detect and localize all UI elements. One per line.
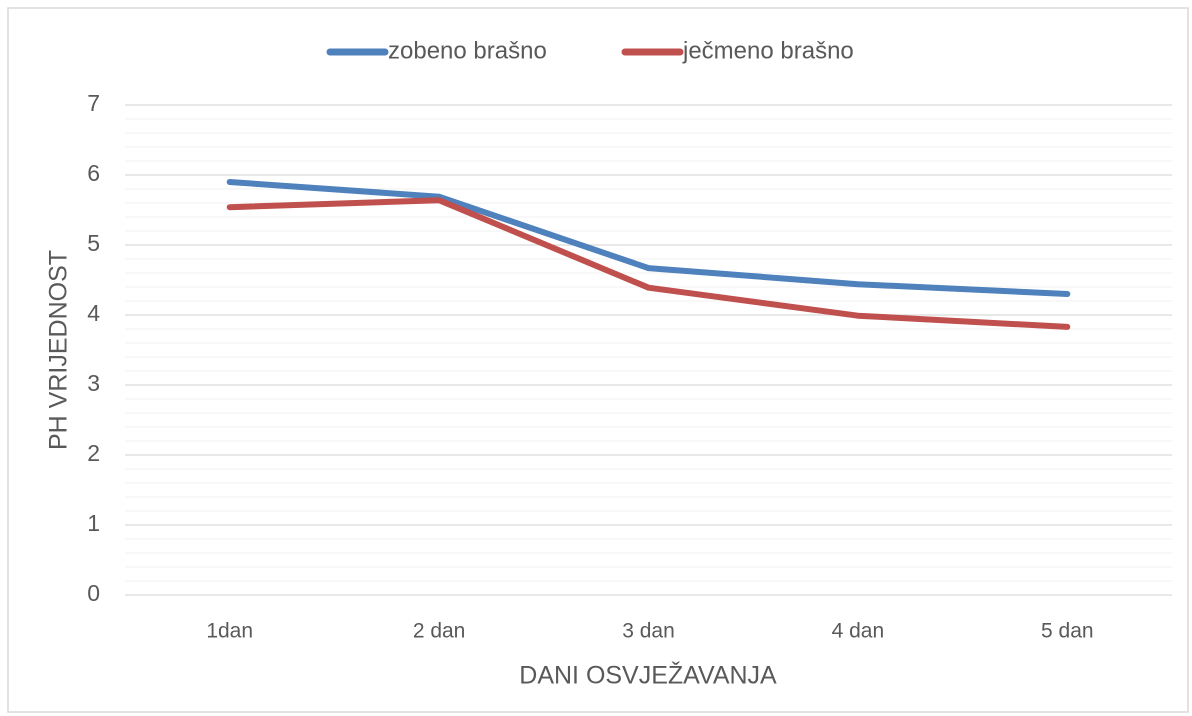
y-axis-title: PH VRIJEDNOST bbox=[45, 250, 73, 450]
y-tick-label: 4 bbox=[87, 300, 100, 326]
legend-label: zobeno brašno bbox=[388, 37, 547, 64]
x-tick-label: 5 dan bbox=[1041, 620, 1094, 643]
line-series bbox=[226, 179, 1071, 297]
x-tick-label: 3 dan bbox=[622, 620, 675, 643]
y-tick-label: 1 bbox=[87, 510, 100, 536]
y-tick-label: 7 bbox=[87, 90, 100, 116]
y-tick-label: 3 bbox=[87, 370, 100, 396]
x-axis-title: DANI OSVJEŽAVANJA bbox=[519, 661, 777, 690]
y-tick-label: 2 bbox=[87, 440, 100, 466]
x-tick-label: 4 dan bbox=[832, 620, 885, 643]
y-tick-label: 6 bbox=[87, 160, 100, 186]
legend-label: ječmeno brašno bbox=[682, 37, 854, 64]
y-tick-label: 5 bbox=[87, 230, 100, 256]
x-tick-label: 1dan bbox=[206, 620, 253, 643]
x-tick-label: 2 dan bbox=[413, 620, 466, 643]
line-series bbox=[226, 197, 1071, 330]
chart-border bbox=[7, 7, 1189, 713]
y-tick-label: 0 bbox=[87, 580, 100, 606]
